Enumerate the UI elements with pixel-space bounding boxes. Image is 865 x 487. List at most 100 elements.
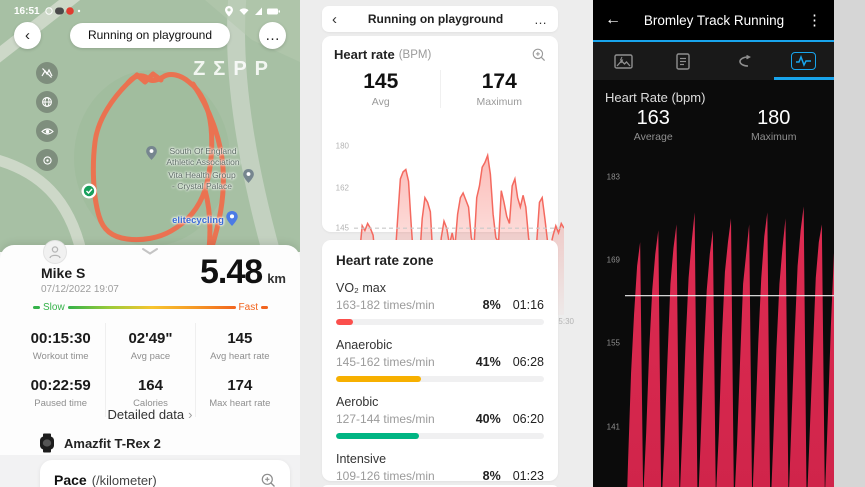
pace-card-subtitle: (/kilometer)	[91, 472, 157, 487]
activity-title: Bromley Track Running	[643, 12, 785, 28]
heart-rate-card: Heart rate (BPM) 145 Avg 174 Maximum	[322, 36, 574, 326]
document-icon	[676, 52, 691, 70]
y-tick: 145	[335, 223, 349, 233]
pace-card-title: Pace	[54, 472, 87, 487]
route-path	[90, 71, 226, 252]
tab-media[interactable]	[593, 42, 653, 80]
y-tick: 162	[335, 183, 349, 193]
more-button[interactable]: …	[534, 11, 548, 27]
zone-bar	[336, 376, 544, 382]
zone-bar	[336, 319, 544, 325]
status-bar: 16:51	[0, 4, 300, 18]
user-name: Mike S	[41, 265, 86, 281]
workout-title-pill[interactable]: Running on playground	[69, 22, 231, 48]
stat-paused-time: 00:22:59 Paused time	[30, 377, 91, 409]
pace-card[interactable]: Pace (/kilometer)	[40, 460, 290, 487]
system-status-icons	[225, 5, 280, 16]
back-button[interactable]: ‹	[332, 10, 337, 28]
activity-tabs	[593, 42, 834, 80]
zone-card-title: Heart rate zone	[336, 253, 434, 268]
hr-maximum: 180 Maximum	[750, 107, 797, 143]
stat-calories: 164 Calories	[105, 370, 194, 417]
pace-gradient-bar	[67, 306, 236, 309]
heart-rate-card-unit: (BPM)	[398, 48, 432, 61]
zepp-detail-screen: ‹ Running on playground … Heart rate (BP…	[300, 0, 593, 487]
avatar	[43, 240, 67, 264]
device-name: Amazfit T-Rex 2	[64, 435, 161, 451]
distance-value: 5.48	[200, 253, 263, 291]
watch-icon	[40, 433, 54, 453]
heart-rate-values: 145 Avg 174 Maximum	[322, 70, 558, 108]
y-tick: 169	[606, 255, 620, 265]
map-controls	[36, 62, 58, 171]
garmin-heart-rate-chart[interactable]: 1831691551411271130:003:036:069:0812:111…	[599, 147, 834, 487]
person-icon	[49, 246, 61, 259]
summary-sheet: Mike S 07/12/2022 19:07 5.48 km Slow Fas…	[0, 240, 300, 487]
route-start-marker	[81, 183, 97, 199]
chevron-down-icon[interactable]	[141, 247, 159, 255]
privacy-button[interactable]	[36, 120, 58, 142]
header-accent-line	[593, 40, 834, 42]
hide-route-button[interactable]	[36, 62, 58, 84]
garmin-header: ← Bromley Track Running ⋮	[593, 0, 834, 40]
detail-title: Running on playground	[367, 12, 504, 26]
pulse-chart-icon	[796, 55, 812, 67]
more-button[interactable]: …	[258, 21, 286, 49]
stat-avg-pace: 02'49" Avg pace	[105, 323, 194, 370]
zone-anaerobic: Anaerobic 145-162 times/min 41% 06:28	[336, 338, 544, 382]
globe-icon	[42, 97, 52, 107]
hr-average: 163 Average	[633, 107, 673, 143]
status-time: 16:51	[14, 5, 40, 17]
map-pin-icon	[146, 146, 157, 160]
detailed-data-link[interactable]: Detailed data ›	[107, 407, 193, 422]
stat-avg-heart-rate: 145 Avg heart rate	[194, 323, 284, 370]
map-pin-blue-icon	[226, 211, 238, 226]
stat-workout-time: 00:15:30 Workout time	[30, 330, 91, 362]
zone-aerobic: Aerobic 127-144 times/min 40% 06:20	[336, 395, 544, 439]
map-layer-button[interactable]	[36, 91, 58, 113]
zepp-watermark: ZΣPP	[193, 58, 276, 80]
back-arrow-button[interactable]: ←	[605, 11, 621, 28]
lap-loop-icon	[738, 54, 751, 67]
zoom-in-icon[interactable]	[532, 48, 546, 62]
workout-datetime: 07/12/2022 19:07	[41, 284, 119, 295]
garmin-activity-screen: ← Bromley Track Running ⋮	[593, 0, 834, 487]
chart-plot	[625, 147, 834, 487]
distance-unit: km	[267, 271, 286, 286]
tab-charts[interactable]	[774, 42, 834, 80]
heart-rate-section-title: Heart Rate (bpm)	[605, 90, 706, 105]
y-tick: 155	[606, 338, 620, 348]
pace-scale-stub	[261, 306, 268, 309]
zone-bar	[336, 433, 544, 439]
background-strip	[834, 0, 865, 487]
target-icon	[42, 155, 52, 165]
map-view[interactable]: 16:51	[0, 0, 300, 252]
kebab-menu-button[interactable]: ⋮	[807, 12, 822, 29]
tab-stats[interactable]	[653, 42, 713, 80]
active-tab-indicator	[791, 52, 817, 70]
heart-rate-zone-card: Heart rate zone VO₂ max 163-182 times/mi…	[322, 240, 558, 481]
notification-icons	[44, 7, 80, 15]
y-tick: 141	[606, 422, 620, 432]
map-label-athletic-association: South Of England Athletic Association	[166, 146, 240, 167]
tab-laps[interactable]	[714, 42, 774, 80]
y-tick: 183	[606, 172, 620, 182]
zepp-map-screen: 16:51	[0, 0, 300, 487]
next-card-sliver	[322, 485, 558, 487]
y-tick: 180	[335, 141, 349, 151]
zoom-in-icon[interactable]	[261, 473, 276, 487]
max-heart-rate: 174 Maximum	[439, 70, 559, 108]
detail-header: ‹ Running on playground …	[322, 6, 558, 32]
pace-scale-fast-label: Fast	[238, 302, 258, 313]
pace-scale: Slow Fast	[33, 302, 268, 313]
map-top-bar: ‹ Running on playground …	[0, 20, 300, 50]
map-label-elitecycling: elitecycling	[172, 215, 224, 226]
device-row: Amazfit T-Rex 2	[38, 433, 161, 453]
total-distance: 5.48 km	[200, 253, 286, 292]
garmin-hr-values: 163 Average 180 Maximum	[593, 107, 834, 143]
mountains-slash-icon	[41, 68, 53, 78]
locate-button[interactable]	[36, 149, 58, 171]
pace-scale-slow-label: Slow	[43, 302, 65, 313]
back-button[interactable]: ‹	[14, 21, 41, 49]
